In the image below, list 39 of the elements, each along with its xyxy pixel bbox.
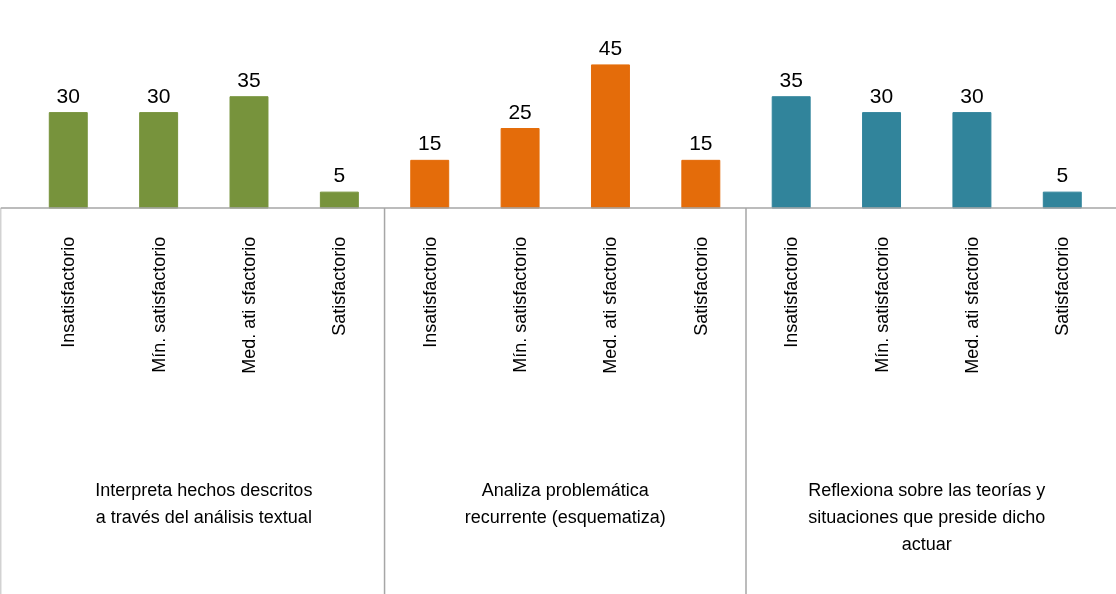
data-label: 25	[508, 99, 532, 123]
text: Interpreta hechos descritos a través del análisis textual	[95, 479, 313, 527]
data-label: 45	[598, 35, 623, 59]
data-label: 5	[333, 163, 346, 187]
data-label: 30	[960, 83, 984, 107]
data-label: 30	[869, 83, 894, 107]
data-label: 15	[689, 131, 713, 155]
x-tick-label: Satisfactorio	[1052, 236, 1073, 336]
data-label: 30	[146, 83, 171, 107]
x-tick-label: Med. ati sfactorio	[600, 236, 621, 374]
text: Reflexiona sobre las teorías y situaciones que preside dicho actuar	[808, 479, 1046, 554]
data-label: 30	[56, 83, 80, 107]
bar	[319, 191, 359, 209]
bar	[771, 96, 811, 209]
bar	[952, 112, 992, 209]
x-tick-label: Med. ati sfactorio	[239, 236, 259, 374]
x-tick-label: Satisfactorio	[690, 236, 711, 336]
bar	[590, 64, 630, 209]
data-label: 35	[237, 67, 261, 91]
x-tick-label: Mín. satisfactorio	[510, 236, 531, 373]
x-tick-label: Insatisfactorio	[58, 236, 79, 348]
x-tick-label: Mín. satisfactorio	[148, 236, 169, 373]
x-tick-label: Insatisfactorio	[781, 236, 802, 348]
bar	[862, 112, 902, 209]
data-label: 5	[1056, 163, 1069, 187]
x-tick-label: Mín. satisfactorio	[871, 236, 892, 373]
bar	[681, 159, 721, 209]
x-tick-label: Insatisfactorio	[419, 236, 440, 348]
x-tick-label: Satisfactorio	[329, 236, 350, 336]
bar	[139, 112, 179, 209]
bar	[410, 159, 450, 209]
text: Analiza problemática recurrente (esquematiza)	[464, 479, 666, 527]
bar	[48, 112, 88, 209]
bar	[1042, 191, 1082, 209]
bar	[500, 128, 540, 209]
data-label: 35	[779, 67, 803, 91]
data-label: 15	[418, 131, 442, 155]
x-tick-label: Med. ati sfactorio	[961, 236, 982, 374]
bar	[229, 96, 269, 209]
